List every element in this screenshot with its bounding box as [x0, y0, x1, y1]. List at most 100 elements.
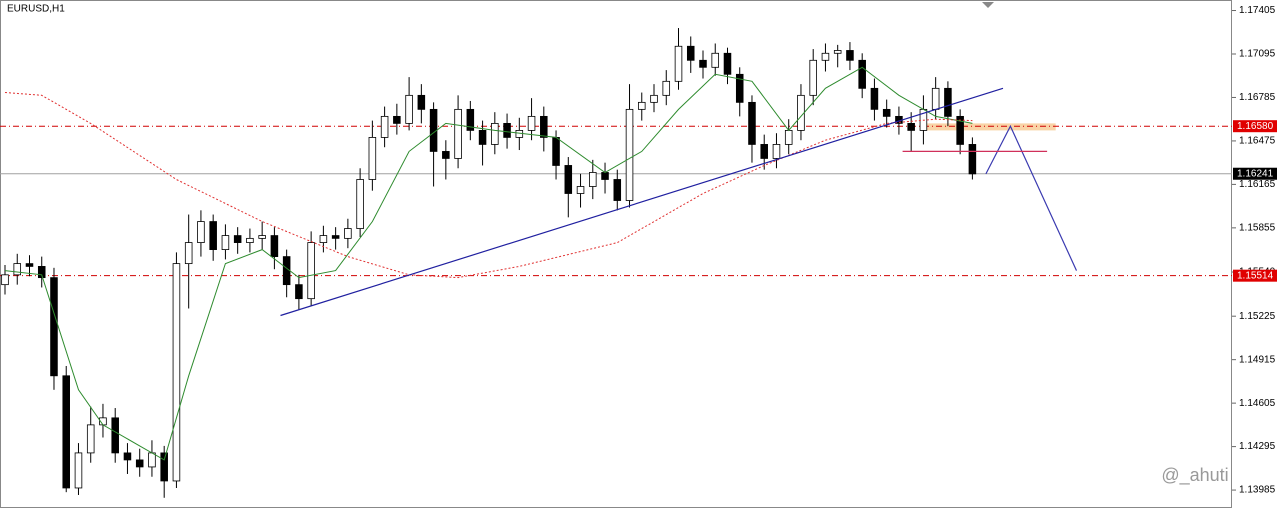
level-label: 1.15514 — [1237, 270, 1274, 281]
candle-body — [870, 87, 879, 110]
candle-body — [405, 94, 413, 124]
candle-body — [295, 284, 303, 300]
candle-body — [576, 186, 585, 194]
candle-body — [601, 172, 609, 180]
candle-body — [748, 101, 756, 145]
candle-body — [270, 235, 279, 258]
candle-body — [931, 87, 940, 110]
candle-body — [650, 94, 658, 103]
candle-body — [331, 235, 340, 239]
candle-body — [13, 263, 22, 276]
y-tick-label: 1.13985 — [1239, 485, 1276, 496]
candle-body — [711, 52, 720, 68]
candle-body — [686, 45, 695, 61]
candle-body — [74, 452, 83, 489]
candle-body — [62, 375, 70, 489]
overlay-line — [4, 92, 973, 279]
y-tick-label: 1.16475 — [1239, 136, 1276, 147]
candle-body — [907, 122, 915, 131]
y-tick-label: 1.14295 — [1239, 441, 1276, 452]
candle-body — [393, 115, 401, 124]
candle-body — [956, 115, 964, 145]
candle-body — [540, 115, 548, 138]
candle-body — [1, 274, 9, 286]
candle-body — [784, 130, 793, 145]
candle-body — [882, 108, 891, 117]
y-tick-label: 1.16785 — [1239, 92, 1276, 103]
candle-body — [735, 73, 744, 103]
candle-body — [809, 59, 817, 96]
candle-body — [246, 237, 254, 243]
overlay-line — [985, 124, 1078, 271]
level-box — [1233, 269, 1277, 282]
y-tick-label: 1.15855 — [1239, 222, 1276, 233]
candle-body — [491, 122, 499, 145]
candle-body — [858, 59, 866, 89]
candle-body — [221, 235, 230, 250]
y-tick-label: 1.17405 — [1239, 5, 1276, 16]
candle-body — [613, 179, 622, 201]
candle-body — [637, 101, 646, 110]
scroll-marker — [982, 2, 994, 8]
candle-body — [344, 228, 352, 239]
level-box — [1233, 167, 1277, 180]
candle-body — [50, 277, 58, 377]
y-tick-label: 1.16165 — [1239, 179, 1276, 190]
candle-body — [821, 52, 830, 61]
chart-title: EURUSD,H1 — [7, 4, 65, 15]
candle-body — [772, 144, 781, 159]
candle-body — [527, 115, 536, 131]
overlay-line — [280, 87, 1004, 317]
candle-body — [37, 266, 46, 279]
candle-body — [123, 452, 132, 461]
candle-body — [564, 165, 573, 194]
candle-body — [968, 144, 977, 175]
overlay-line — [4, 66, 973, 461]
candle-body — [86, 424, 95, 454]
y-tick-label: 1.14605 — [1239, 398, 1276, 409]
candle-body — [319, 235, 328, 243]
candle-body — [552, 137, 560, 166]
zone — [925, 123, 1056, 131]
candle-body — [760, 144, 768, 159]
candle-body — [197, 221, 205, 243]
candle-body — [184, 242, 193, 265]
candle-body — [699, 59, 707, 68]
y-tick-label: 1.17095 — [1239, 49, 1276, 60]
candle-body — [723, 52, 732, 75]
candle-body — [160, 452, 168, 482]
candle-body — [944, 87, 952, 117]
candle-body — [233, 235, 242, 243]
candle-body — [356, 179, 364, 229]
candle-body — [25, 263, 34, 267]
candle-body — [380, 115, 389, 138]
y-tick-label: 1.15225 — [1239, 311, 1276, 322]
candle-body — [135, 459, 144, 468]
candle-body — [589, 172, 597, 187]
level-box — [1233, 120, 1277, 133]
candle-body — [258, 235, 266, 239]
candle-body — [442, 151, 450, 159]
candle-body — [209, 221, 217, 250]
candle-body — [111, 417, 119, 454]
candle-body — [148, 452, 156, 468]
candle-body — [454, 108, 462, 159]
level-label: 1.16241 — [1237, 168, 1274, 179]
candle-body — [307, 242, 315, 300]
candle-body — [368, 137, 377, 180]
candle-body — [846, 50, 854, 61]
candle-body — [478, 130, 487, 145]
watermark: @_ahuti — [1161, 465, 1228, 486]
candle-body — [503, 122, 511, 138]
candle-body — [674, 45, 683, 82]
y-tick-label: 1.14915 — [1239, 354, 1276, 365]
candle-body — [466, 108, 475, 131]
plot-frame — [0, 0, 1232, 508]
candle-body — [662, 80, 671, 96]
candle-body — [172, 263, 181, 482]
level-label: 1.16580 — [1237, 121, 1274, 132]
candle-body — [417, 94, 426, 110]
candle-body — [833, 50, 842, 54]
